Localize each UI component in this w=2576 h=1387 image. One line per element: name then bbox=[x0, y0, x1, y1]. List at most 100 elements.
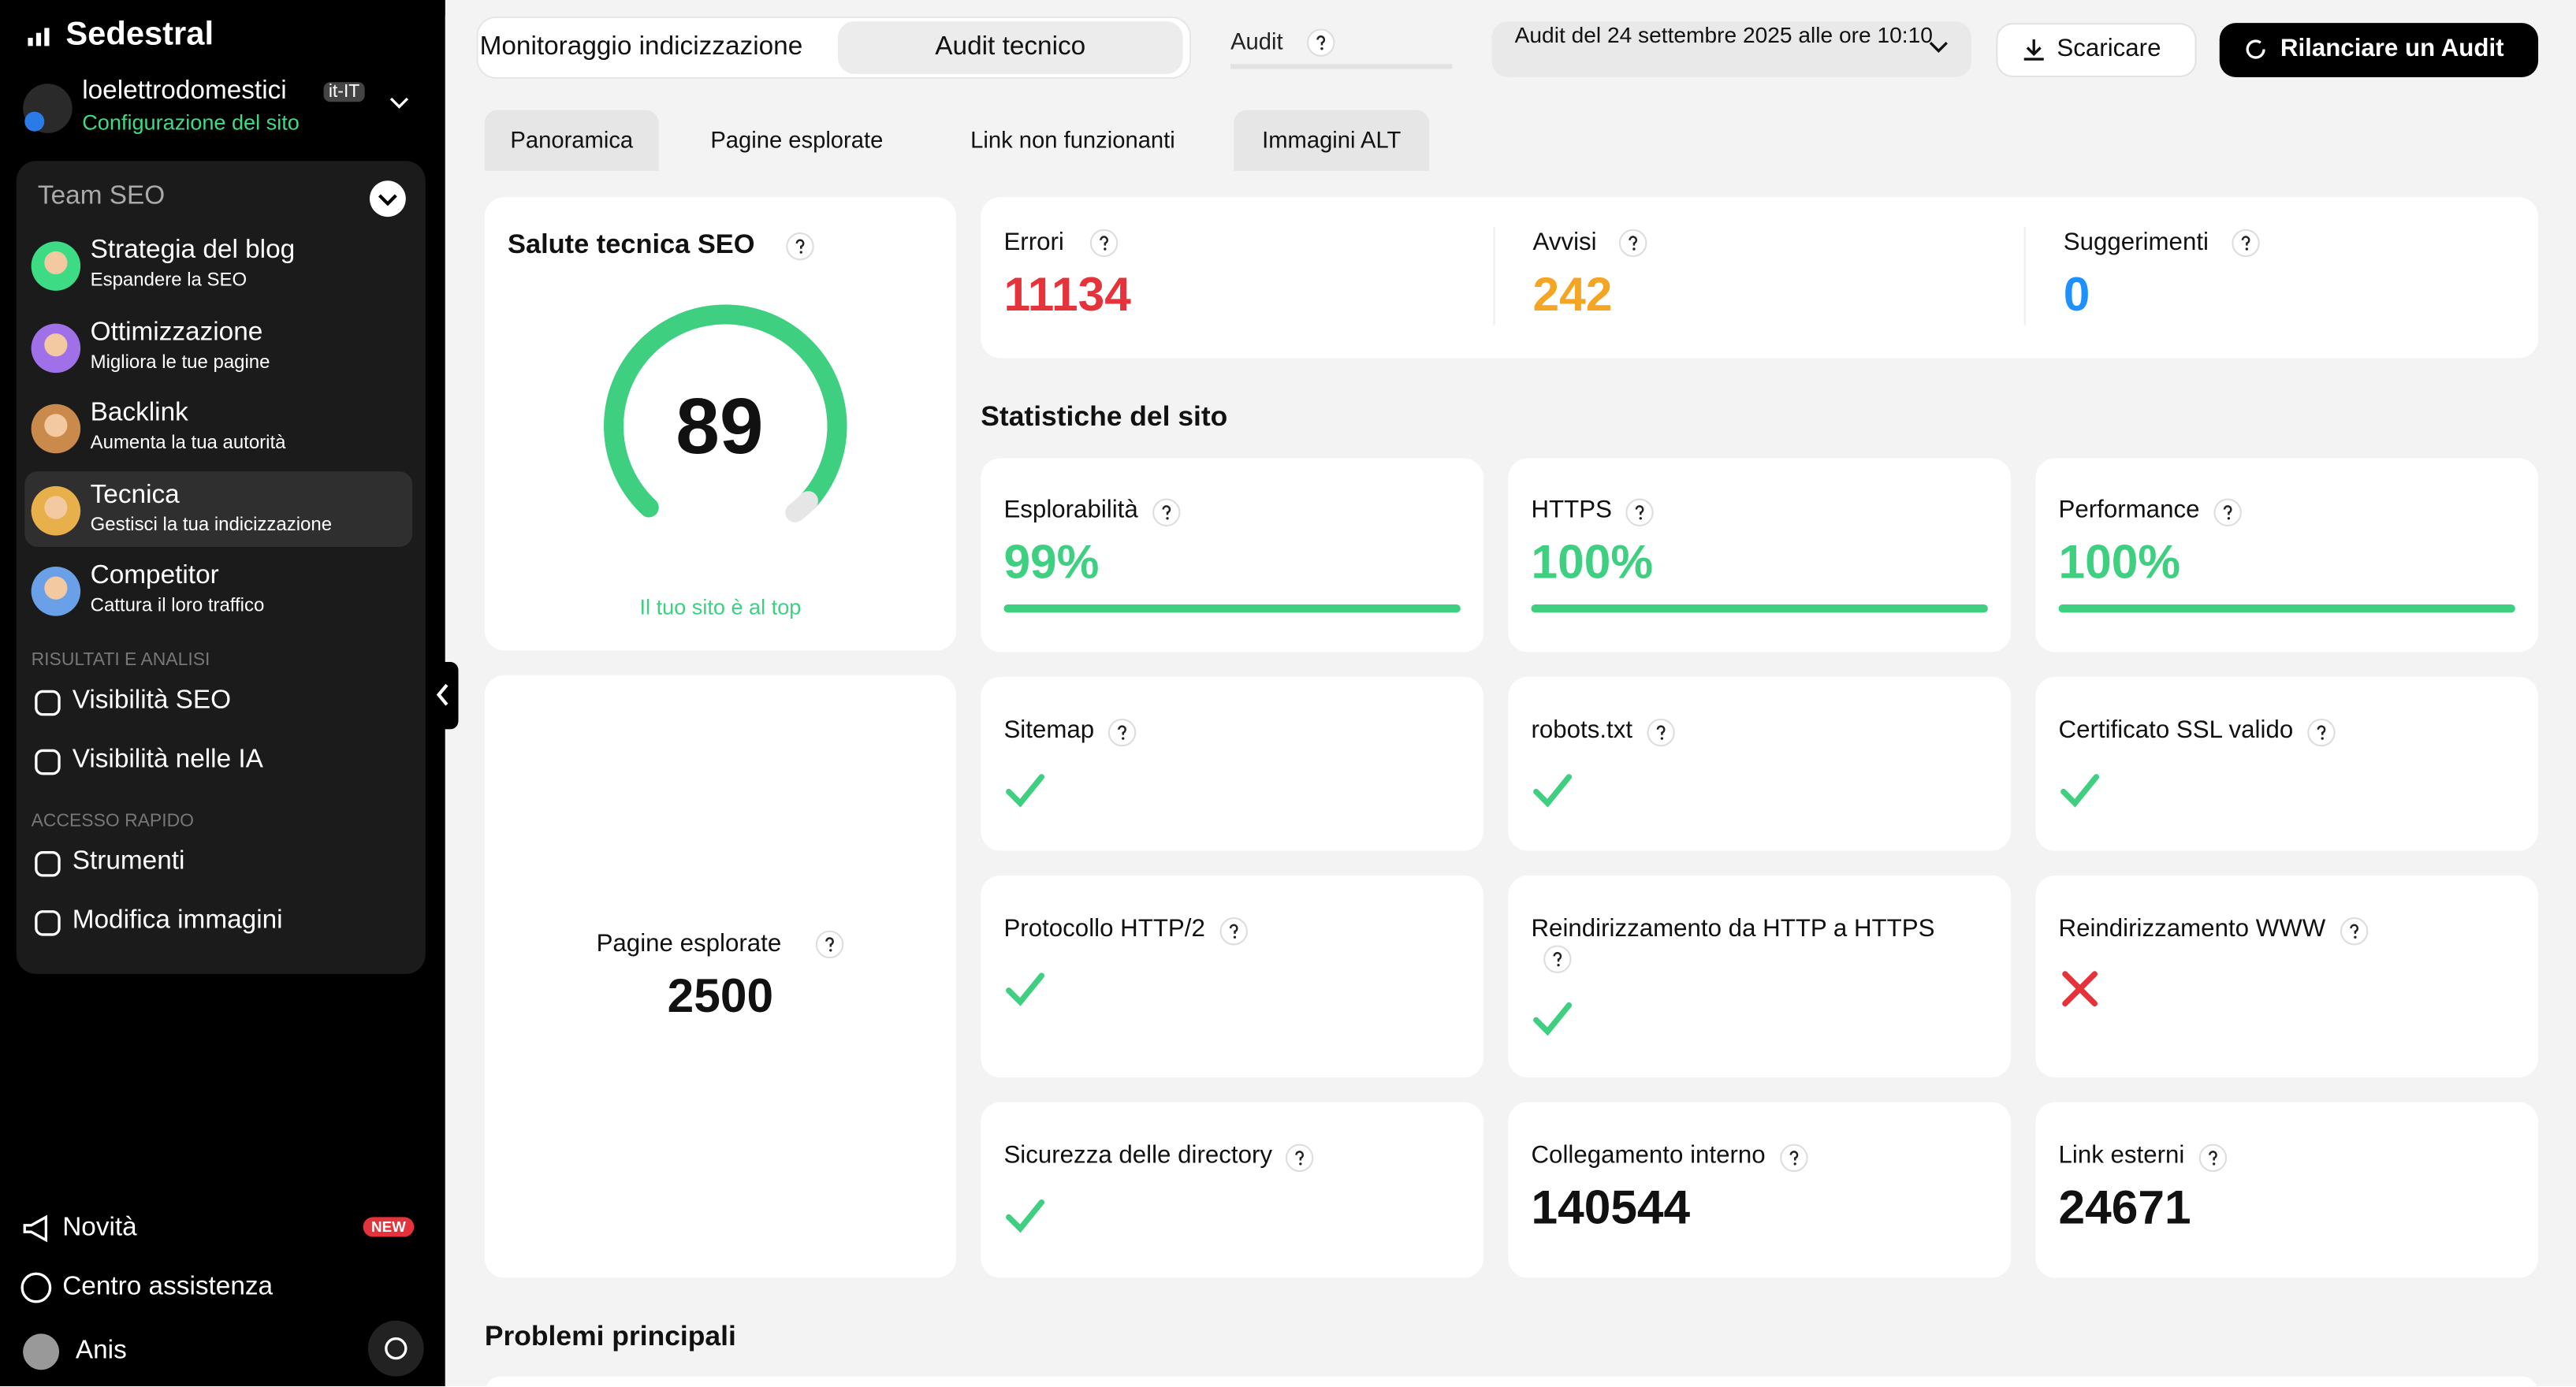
nav-title[interactable]: Backlink bbox=[90, 399, 188, 427]
new-badge: NEW bbox=[363, 1217, 415, 1237]
help-icon[interactable] bbox=[2306, 718, 2336, 748]
stat-bar bbox=[1531, 604, 1988, 613]
card bbox=[2035, 458, 2539, 653]
help-icon[interactable] bbox=[2230, 229, 2260, 258]
help-icon[interactable] bbox=[2339, 917, 2369, 946]
check-label: Sicurezza delle directory bbox=[1003, 1141, 1273, 1169]
download-label[interactable]: Scaricare bbox=[2057, 34, 2161, 63]
stat-value: 99% bbox=[1003, 537, 1100, 590]
help-icon[interactable] bbox=[1778, 1143, 1808, 1173]
nav-subtitle: Aumenta la tua autorità bbox=[90, 433, 286, 454]
section-label: ACCESSO RAPIDO bbox=[31, 811, 195, 831]
issue-value: 242 bbox=[1532, 269, 1613, 322]
section-label: RISULTATI E ANALISI bbox=[31, 650, 210, 671]
nav-title[interactable]: Strategia del blog bbox=[90, 236, 296, 265]
nav-subtitle: Cattura il loro traffico bbox=[90, 596, 265, 616]
check-label: Protocollo HTTP/2 bbox=[1003, 914, 1205, 943]
help-icon[interactable] bbox=[2213, 498, 2243, 528]
nav-title[interactable]: Tecnica bbox=[90, 480, 180, 509]
check-icon bbox=[1006, 774, 1045, 808]
nav-subtitle: Espandere la SEO bbox=[90, 270, 248, 291]
news[interactable]: Novità bbox=[62, 1214, 137, 1242]
team-toggle[interactable] bbox=[368, 179, 408, 218]
help-center[interactable]: Centro assistenza bbox=[62, 1273, 274, 1301]
card bbox=[2035, 875, 2539, 1078]
nav-item[interactable]: Modifica immagini bbox=[72, 906, 283, 935]
health-caption: Il tuo sito è al top bbox=[639, 594, 802, 619]
stat-label: Esplorabilità bbox=[1003, 496, 1138, 524]
cross-icon bbox=[2062, 971, 2098, 1007]
help-icon[interactable] bbox=[2198, 1143, 2228, 1173]
tab[interactable]: Pagine esplorate bbox=[710, 126, 884, 153]
site-config[interactable]: Configurazione del sito bbox=[82, 110, 300, 135]
rerun-icon bbox=[2246, 39, 2265, 59]
site-name: loelettrodomestici bbox=[82, 76, 287, 106]
nav-item[interactable]: Visibilità nelle IA bbox=[72, 746, 263, 774]
nav-icon bbox=[35, 690, 61, 716]
mode[interactable]: Audit tecnico bbox=[935, 32, 1086, 61]
tab[interactable]: Immagini ALT bbox=[1262, 126, 1402, 153]
help-icon[interactable] bbox=[1543, 944, 1573, 974]
help-icon[interactable] bbox=[785, 232, 815, 262]
audit-dropdown[interactable] bbox=[1491, 21, 1972, 77]
collapse-handle[interactable] bbox=[426, 661, 459, 730]
crawled-value: 2500 bbox=[667, 970, 774, 1024]
settings[interactable] bbox=[367, 1319, 426, 1378]
check-icon bbox=[1533, 774, 1573, 808]
card bbox=[981, 197, 2539, 359]
help-icon[interactable] bbox=[1306, 28, 1336, 58]
help-icon[interactable] bbox=[1625, 498, 1655, 528]
rerun-label[interactable]: Rilanciare un Audit bbox=[2280, 34, 2504, 63]
card bbox=[2035, 1102, 2539, 1278]
nav-item[interactable]: Visibilità SEO bbox=[72, 686, 232, 715]
team-panel bbox=[16, 161, 426, 974]
avatar bbox=[31, 241, 81, 291]
help-icon[interactable] bbox=[1218, 917, 1248, 946]
nav-title[interactable]: Ottimizzazione bbox=[90, 318, 263, 346]
audit-date[interactable]: Audit del 24 settembre 2025 alle ore 10:… bbox=[1514, 23, 1933, 48]
help-icon[interactable] bbox=[1151, 498, 1181, 528]
user-name[interactable]: Anis bbox=[75, 1337, 127, 1365]
count-label: Link esterni bbox=[2058, 1141, 2185, 1169]
help-icon[interactable] bbox=[1618, 229, 1648, 258]
help-icon[interactable] bbox=[1089, 229, 1119, 258]
help-center-icon bbox=[20, 1272, 52, 1303]
site-locale: it-IT bbox=[323, 82, 365, 102]
brand: Sedestral bbox=[65, 16, 214, 53]
help-icon[interactable] bbox=[1286, 1143, 1316, 1173]
brand-logo bbox=[28, 28, 50, 46]
avatar bbox=[31, 403, 81, 454]
issue-value: 0 bbox=[2063, 269, 2090, 322]
card bbox=[1508, 458, 2012, 653]
news-icon bbox=[23, 1214, 48, 1243]
nav-active bbox=[24, 470, 413, 546]
chevron bbox=[1929, 42, 1948, 53]
card bbox=[484, 197, 957, 651]
nav-item[interactable]: Strumenti bbox=[72, 847, 185, 876]
download-icon bbox=[2023, 39, 2044, 61]
tab[interactable]: Panoramica bbox=[510, 126, 634, 153]
check-label: Reindirizzamento da HTTP a HTTPS bbox=[1531, 914, 1935, 943]
audit-underline bbox=[1230, 64, 1453, 69]
help-icon[interactable] bbox=[1107, 718, 1137, 748]
check-icon bbox=[1006, 1199, 1045, 1233]
tab-bg bbox=[484, 110, 659, 171]
nav-subtitle: Gestisci la tua indicizzazione bbox=[90, 515, 333, 535]
mode[interactable]: Monitoraggio indicizzazione bbox=[479, 32, 803, 61]
nav-title[interactable]: Competitor bbox=[90, 561, 219, 590]
stat-value: 100% bbox=[2058, 537, 2181, 590]
card bbox=[2035, 676, 2539, 851]
help-icon[interactable] bbox=[1646, 718, 1676, 748]
rerun-button[interactable] bbox=[2219, 23, 2539, 77]
issue-value: 11134 bbox=[1003, 269, 1131, 322]
download-button[interactable] bbox=[1996, 23, 2197, 77]
tab[interactable]: Link non funzionanti bbox=[970, 126, 1175, 153]
card bbox=[981, 875, 1484, 1078]
nav-icon bbox=[35, 749, 61, 775]
team-title: Team SEO bbox=[37, 182, 166, 210]
issue-label: Errori bbox=[1003, 228, 1064, 257]
stat-label: Performance bbox=[2058, 496, 2200, 524]
help-icon[interactable] bbox=[815, 930, 845, 960]
check-icon bbox=[1006, 972, 1045, 1006]
nav-icon bbox=[35, 910, 61, 936]
